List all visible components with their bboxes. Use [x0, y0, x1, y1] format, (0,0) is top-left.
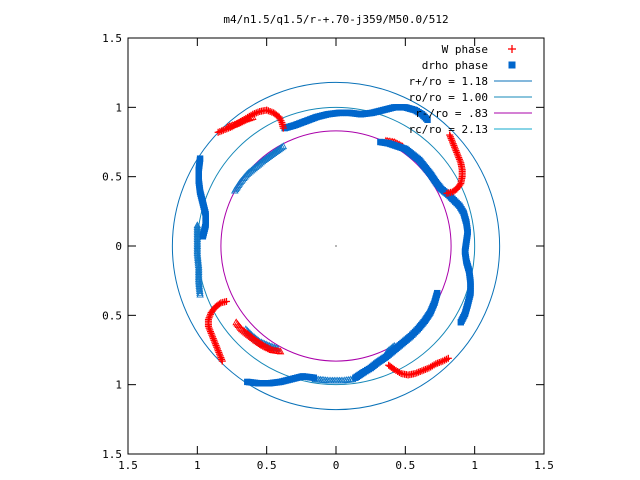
open-triangle-point: [247, 166, 256, 174]
tick-layer: 1.5 1 0.5 0 0.5 1 1.51.510.500.511.5: [102, 32, 554, 472]
open-triangle-point: [279, 142, 288, 150]
legend-label: rc/ro = 2.13: [409, 123, 488, 136]
open-triangle-point: [255, 339, 264, 347]
open-triangle-point: [246, 331, 254, 339]
circle-r-ro: [171, 81, 501, 411]
circle-r-ro: [220, 130, 452, 362]
legend-label: drho phase: [422, 59, 488, 72]
open-triangle-point: [253, 161, 261, 169]
x-tick-label: 0: [333, 459, 340, 472]
w-phase-point: [444, 354, 452, 362]
w-phase-point: [443, 189, 451, 197]
w-phase-point: [222, 297, 230, 305]
open-triangle-point: [275, 145, 283, 153]
legend-label: W phase: [442, 43, 488, 56]
chart-title: m4/n1.5/q1.5/r-+.70-j359/M50.0/512: [223, 13, 448, 26]
open-triangle-point: [261, 342, 270, 350]
open-triangle-point: [239, 326, 247, 334]
x-tick-label: 1: [194, 459, 201, 472]
legend-label: r-/ro = .83: [415, 107, 488, 120]
drho-phase-point: [199, 233, 207, 240]
y-tick-label: 1: [115, 379, 122, 392]
open-triangle-point: [262, 154, 271, 161]
open-triangle-point: [250, 164, 258, 172]
y-tick-label: 1.5: [102, 448, 122, 461]
open-triangle-point: [196, 290, 204, 298]
open-triangle-point: [276, 347, 285, 355]
legend-label: ro/ro = 1.00: [409, 91, 488, 104]
open-triangle-point: [271, 148, 279, 156]
open-triangle-point: [244, 168, 253, 176]
open-triangle-point: [243, 329, 252, 337]
open-triangle-point: [247, 333, 256, 340]
drho-phase-point: [424, 116, 431, 124]
x-tick-label: 0.5: [257, 459, 277, 472]
data-points: [193, 104, 474, 387]
open-triangle-point: [251, 336, 260, 344]
open-triangle-point: [278, 143, 286, 151]
y-tick-label: 0.5: [102, 309, 122, 322]
x-tick-label: 1.5: [534, 459, 554, 472]
open-triangle-point: [274, 146, 282, 154]
open-triangle-point: [276, 144, 285, 152]
open-triangle-point: [249, 334, 257, 342]
open-triangle-point: [255, 159, 264, 167]
y-tick-label: 1.5: [102, 32, 122, 45]
open-triangle-point: [250, 335, 258, 343]
open-triangle-point: [258, 340, 267, 348]
open-triangle-point: [254, 160, 263, 168]
open-triangle-point: [231, 186, 239, 194]
open-triangle-point: [237, 325, 246, 333]
drho-phase-point: [352, 374, 359, 381]
w-phase-point: [216, 300, 224, 308]
y-tick-label: 0: [115, 240, 122, 253]
w-phase-point: [279, 124, 287, 132]
x-tick-label: 1.5: [118, 459, 138, 472]
open-triangle-point: [266, 345, 275, 353]
w-phase-point: [450, 187, 458, 195]
legend-label: r+/ro = 1.18: [409, 75, 488, 88]
open-triangle-point: [263, 343, 271, 351]
open-triangle-point: [268, 150, 276, 158]
open-triangle-point: [254, 338, 263, 346]
open-triangle-point: [265, 152, 274, 160]
open-triangle-point: [264, 153, 272, 161]
x-tick-label: 1: [471, 459, 478, 472]
open-triangle-point: [261, 155, 270, 162]
open-triangle-point: [269, 149, 278, 157]
open-triangle-point: [267, 151, 275, 159]
open-triangle-point: [196, 288, 204, 296]
open-triangle-point: [272, 147, 281, 155]
x-tick-label: 0.5: [395, 459, 415, 472]
open-triangle-point: [260, 156, 268, 163]
open-triangle-point: [240, 327, 249, 335]
drho-phase-point: [310, 374, 318, 381]
legend: W phase drho phase r+/ro = 1.18 ro/ro = 1.0…: [409, 43, 532, 136]
drho-phase-point: [457, 319, 464, 326]
open-triangle-point: [258, 157, 267, 165]
open-triangle-point: [257, 340, 265, 347]
open-triangle-point: [260, 341, 268, 349]
open-triangle-point: [251, 163, 260, 170]
open-triangle-point: [242, 328, 250, 336]
open-triangle-point: [244, 330, 253, 338]
origin-dot: [335, 245, 337, 247]
open-triangle-point: [196, 287, 204, 295]
open-triangle-point: [257, 158, 265, 166]
legend-square: [508, 61, 516, 69]
open-triangle-point: [253, 337, 261, 345]
open-triangle-point: [249, 165, 257, 173]
open-triangle-point: [265, 344, 273, 352]
open-triangle-point: [246, 167, 254, 175]
y-tick-label: 0.5: [102, 171, 122, 184]
y-tick-label: 1: [115, 101, 122, 114]
